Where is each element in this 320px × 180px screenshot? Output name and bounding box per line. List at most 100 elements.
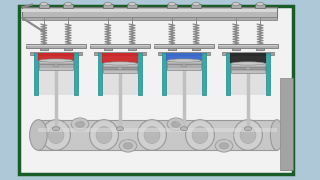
Ellipse shape <box>180 127 188 131</box>
Ellipse shape <box>181 64 187 67</box>
Bar <box>34 53 38 94</box>
Ellipse shape <box>193 2 200 6</box>
Ellipse shape <box>71 118 89 130</box>
Bar <box>256 47 264 50</box>
Bar <box>154 45 214 46</box>
Bar <box>38 53 74 94</box>
Bar <box>192 47 200 50</box>
Bar <box>102 69 138 70</box>
Ellipse shape <box>240 127 256 143</box>
Bar <box>40 47 48 50</box>
Bar <box>98 53 102 94</box>
Ellipse shape <box>48 127 64 143</box>
Ellipse shape <box>39 59 73 62</box>
Bar <box>127 4 137 8</box>
Bar <box>63 4 73 8</box>
Ellipse shape <box>186 120 214 150</box>
Bar <box>166 64 202 65</box>
Ellipse shape <box>270 120 283 150</box>
Bar <box>191 4 201 8</box>
Bar <box>104 47 112 50</box>
Bar <box>166 53 202 60</box>
Ellipse shape <box>244 127 252 131</box>
Bar <box>222 52 274 55</box>
Bar <box>26 45 86 46</box>
Ellipse shape <box>65 2 72 6</box>
Ellipse shape <box>96 127 112 143</box>
Ellipse shape <box>119 140 137 152</box>
Bar <box>162 53 166 94</box>
Bar <box>166 53 202 94</box>
Ellipse shape <box>29 120 47 150</box>
Bar <box>38 53 74 60</box>
Bar <box>231 64 265 73</box>
Bar <box>255 4 265 8</box>
Bar <box>94 52 146 55</box>
Bar <box>30 52 82 55</box>
Ellipse shape <box>245 67 251 70</box>
Bar <box>230 67 266 68</box>
Ellipse shape <box>104 2 111 6</box>
Bar <box>218 45 278 46</box>
Bar <box>266 53 270 94</box>
Ellipse shape <box>53 64 59 67</box>
Bar <box>230 53 266 64</box>
Ellipse shape <box>220 143 228 149</box>
Ellipse shape <box>231 62 265 65</box>
Ellipse shape <box>40 2 47 6</box>
Bar <box>38 120 277 150</box>
Bar <box>226 53 230 94</box>
Ellipse shape <box>257 2 264 6</box>
Bar <box>102 53 138 94</box>
Bar <box>64 47 72 50</box>
Ellipse shape <box>215 140 233 152</box>
Ellipse shape <box>167 59 201 62</box>
Bar <box>19 6 293 174</box>
Bar <box>168 47 176 50</box>
Bar <box>38 67 74 68</box>
Ellipse shape <box>42 120 70 150</box>
Bar <box>138 53 142 94</box>
Bar <box>22 9 277 12</box>
Bar <box>26 44 86 48</box>
Ellipse shape <box>117 67 123 70</box>
Ellipse shape <box>138 120 166 150</box>
Ellipse shape <box>52 127 60 131</box>
Bar <box>39 4 49 8</box>
Bar <box>102 53 138 64</box>
Bar <box>22 7 277 18</box>
Ellipse shape <box>90 120 118 150</box>
Bar <box>38 128 277 132</box>
Ellipse shape <box>234 120 262 150</box>
Bar <box>90 45 150 46</box>
Bar <box>22 17 277 20</box>
Bar <box>158 52 210 55</box>
Bar <box>103 64 137 73</box>
Bar <box>167 4 177 8</box>
Ellipse shape <box>232 2 239 6</box>
Ellipse shape <box>192 127 208 143</box>
Ellipse shape <box>124 143 132 149</box>
Bar <box>166 67 202 68</box>
Bar <box>202 53 206 94</box>
Ellipse shape <box>167 118 185 130</box>
Bar <box>280 78 293 170</box>
Bar <box>128 47 136 50</box>
Ellipse shape <box>116 127 124 131</box>
Ellipse shape <box>76 121 84 127</box>
Ellipse shape <box>168 2 175 6</box>
Bar <box>167 60 201 70</box>
Ellipse shape <box>172 121 180 127</box>
Bar <box>154 44 214 48</box>
Ellipse shape <box>144 127 160 143</box>
Bar <box>103 4 113 8</box>
Bar <box>230 69 266 70</box>
Bar <box>90 44 150 48</box>
Bar <box>232 47 240 50</box>
Ellipse shape <box>129 2 136 6</box>
Bar <box>38 64 74 65</box>
Bar <box>102 67 138 68</box>
Bar <box>231 4 241 8</box>
Ellipse shape <box>103 62 137 65</box>
Bar <box>74 53 78 94</box>
